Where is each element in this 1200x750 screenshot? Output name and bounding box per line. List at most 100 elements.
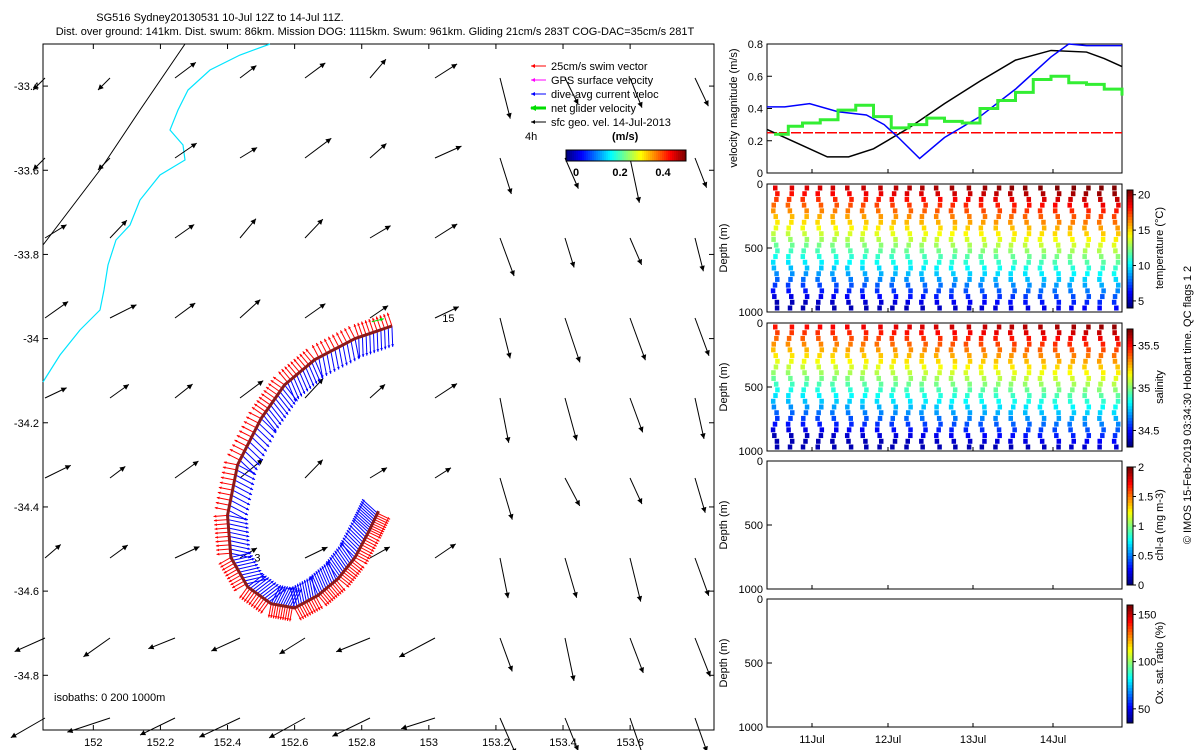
current-vector [361, 336, 364, 357]
profile-dot [1099, 421, 1104, 427]
profile-dot [1071, 299, 1077, 305]
profile-dot [993, 225, 999, 231]
current-vector-head [294, 584, 298, 588]
profile-dot [908, 375, 914, 381]
swim-vector-head [219, 481, 223, 485]
profile-dot [834, 421, 839, 427]
colorbar-segment [1127, 334, 1133, 339]
current-vector [245, 578, 267, 585]
profile-dot [845, 381, 850, 387]
profile-dot [1054, 282, 1059, 288]
profile-dot [817, 421, 822, 427]
colorbar-segment [586, 150, 589, 161]
current-vector-head [246, 502, 250, 505]
profile-dot [907, 341, 912, 347]
profile-dot [862, 393, 868, 399]
profile-dot [949, 288, 954, 294]
profile-dot [982, 353, 988, 359]
profile-dot [933, 185, 939, 191]
colorbar-segment [1127, 249, 1133, 253]
profile-dot [802, 191, 807, 197]
colorbar-segment [1127, 260, 1133, 265]
profile-dot [978, 393, 983, 399]
profile-dot [908, 208, 914, 214]
swim-vector-head [340, 330, 343, 334]
colorbar-segment [682, 150, 685, 161]
current-vector-head [247, 543, 250, 546]
colorbar-tick-label: 0.5 [1138, 551, 1153, 563]
current-vector [289, 587, 296, 609]
profile-dot [1039, 410, 1044, 416]
current-vector [337, 546, 351, 565]
current-vector [332, 552, 346, 571]
profile-dot [849, 364, 854, 370]
colorbar-segment [1127, 329, 1133, 333]
profile-dot [1056, 191, 1062, 197]
profile-dot [1082, 387, 1088, 393]
profile-dot [950, 242, 956, 248]
profile-dot [1082, 196, 1087, 202]
profile-dot [966, 305, 972, 311]
swim-vector-head [232, 444, 236, 448]
profile-dot [1042, 335, 1047, 341]
profile-dot [904, 358, 909, 364]
geo-arrow-head [704, 349, 710, 356]
profile-dot [819, 236, 824, 242]
colorbar-segment [1127, 549, 1133, 554]
geo-arrow-head [451, 383, 458, 389]
current-vector-head [245, 522, 249, 525]
profile-dot [1082, 225, 1087, 231]
profile-dot [1113, 248, 1118, 254]
profile-dot [847, 398, 852, 404]
geo-arrow-head [449, 543, 456, 550]
swim-vector-head [227, 576, 231, 580]
current-vector [358, 337, 361, 359]
current-vector [313, 572, 323, 593]
colorbar-segment [596, 150, 599, 161]
profile-dot [847, 370, 853, 376]
profile-dot [785, 231, 791, 237]
profile-dot [774, 196, 779, 202]
profile-dot [995, 341, 1001, 347]
geo-arrow-head [250, 65, 257, 71]
colorbar-segment [1127, 543, 1133, 548]
profile-dot [923, 259, 928, 265]
current-vector-head [256, 462, 260, 466]
colorbar-segment [574, 150, 577, 161]
current-vector [341, 542, 354, 560]
profile-dot [864, 415, 869, 421]
current-vector [242, 572, 264, 579]
colorbar-segment [1127, 293, 1133, 297]
profile-dot [948, 404, 954, 410]
profile-dot [874, 231, 880, 237]
profile-dot [1055, 242, 1061, 248]
current-vector-head [308, 385, 312, 389]
profile-dot [904, 225, 910, 231]
profile-dot [772, 294, 777, 300]
colorbar-segment [1127, 331, 1133, 336]
profile-dot [1008, 242, 1014, 248]
profile-dot [845, 185, 850, 191]
colorbar-segment [1127, 370, 1133, 374]
profile-dot [906, 214, 912, 220]
profile-dot [785, 202, 791, 208]
profile-dot [949, 433, 954, 439]
profile-dot [904, 415, 909, 421]
colorbar-segment [1127, 296, 1133, 300]
geo-arrow-head [504, 592, 510, 599]
profile-dot [771, 202, 776, 208]
profile-dot [860, 265, 865, 271]
current-vector [380, 329, 383, 351]
profile-dot [774, 299, 780, 305]
profile-dot [919, 381, 924, 387]
profile-dot [965, 335, 971, 341]
current-vector [244, 575, 265, 582]
profile-dot [993, 358, 999, 364]
profile-dot [878, 353, 884, 359]
profile-dot [804, 404, 810, 410]
profile-dot [848, 415, 853, 421]
profile-dot [1071, 242, 1077, 248]
profile-dot [875, 421, 880, 427]
profile-dot [1084, 231, 1089, 237]
profile-dot [1097, 271, 1103, 277]
